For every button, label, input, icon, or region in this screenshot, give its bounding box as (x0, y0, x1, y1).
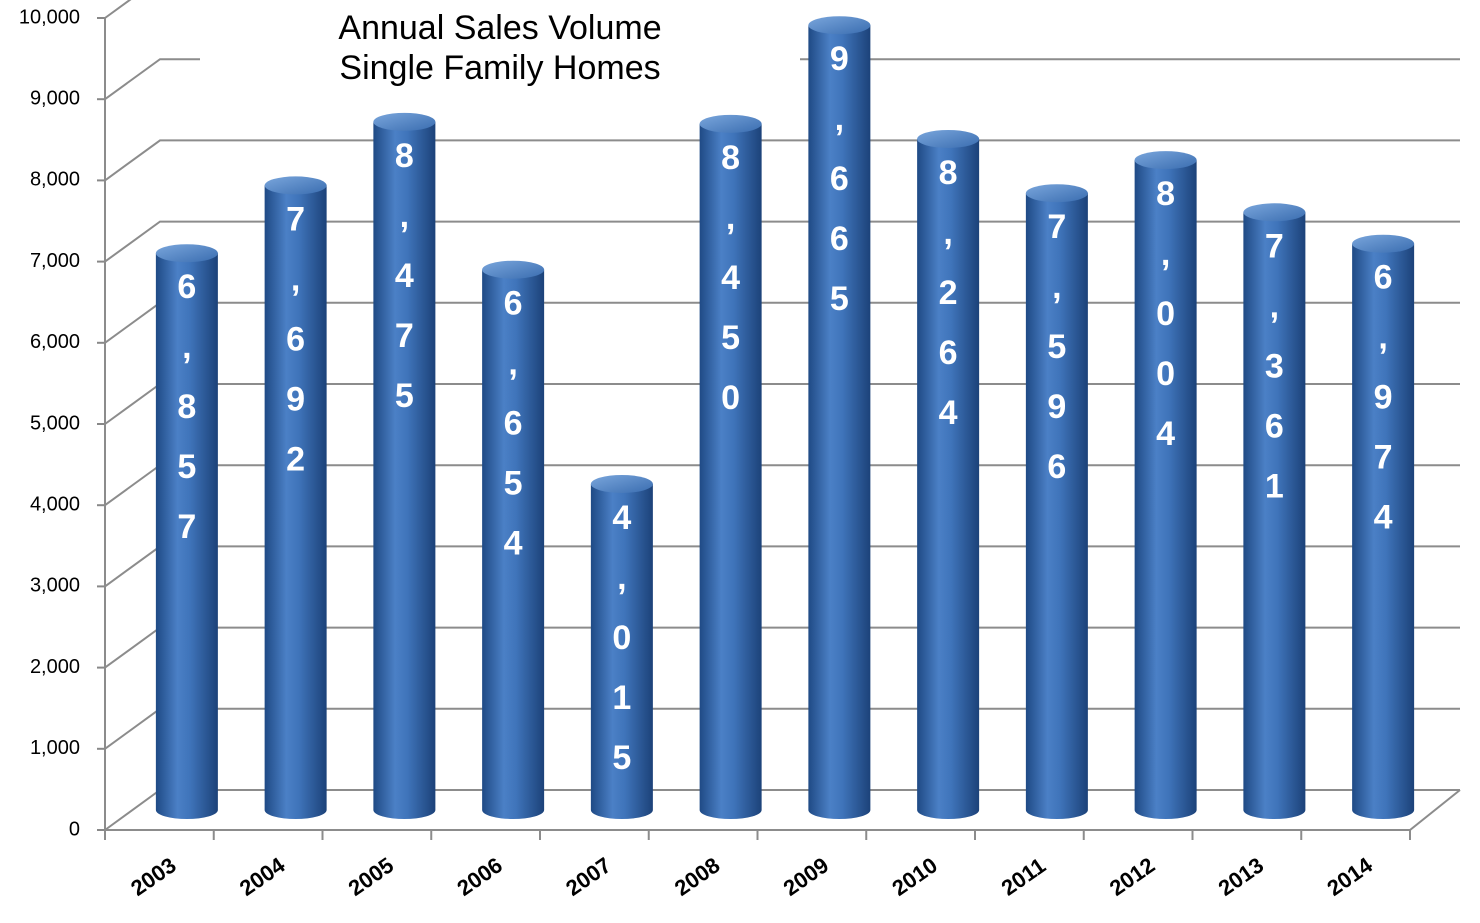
x-tick-label: 2010 (887, 852, 941, 901)
grid-line (104, 0, 132, 19)
x-tick-label: 2009 (779, 852, 833, 901)
cylinder (1352, 234, 1415, 820)
y-tick-label: 5,000 (30, 412, 80, 434)
x-tick-label: 2014 (1322, 852, 1377, 901)
x-tick-label: 2006 (452, 852, 506, 901)
bar (808, 25, 871, 819)
bar-top (699, 114, 762, 133)
bar (1243, 212, 1306, 819)
bar-top (808, 16, 871, 35)
cylinder (1243, 203, 1306, 819)
bar-top (264, 176, 327, 195)
grid-line (104, 139, 1460, 182)
bar (482, 269, 545, 819)
y-tick-label: 4,000 (30, 493, 80, 515)
y-tick-label: 9,000 (30, 87, 80, 109)
chart-subtitle: Single Family Homes (339, 49, 660, 87)
x-tick-label: 2013 (1214, 852, 1268, 901)
x-tick-label: 2011 (997, 853, 1050, 901)
cylinder (1025, 184, 1088, 819)
cylinder (808, 16, 871, 819)
grid-line (104, 58, 1460, 101)
y-tick-label: 6,000 (30, 331, 80, 353)
cylinder (699, 114, 762, 820)
bar-top (1025, 184, 1088, 203)
x-tick-label: 2005 (344, 852, 398, 901)
bar (1025, 193, 1088, 819)
bar (699, 123, 762, 820)
bar (1352, 243, 1415, 820)
x-tick-label: 2003 (126, 852, 180, 901)
title-background (200, 0, 800, 90)
x-tick-label: 2012 (1105, 852, 1159, 901)
bar (373, 121, 436, 819)
bar (590, 483, 653, 819)
bar-top (482, 260, 545, 279)
bar (264, 185, 327, 819)
chart-title: Annual Sales Volume (338, 9, 661, 47)
cylinder (482, 260, 545, 819)
x-tick-label: 2008 (670, 852, 724, 901)
y-tick-label: 1,000 (30, 737, 80, 759)
bar-top (590, 474, 653, 493)
cylinder (590, 474, 653, 819)
y-tick-label: 2,000 (30, 656, 80, 678)
cylinder (264, 176, 327, 819)
y-tick-label: 3,000 (30, 575, 80, 597)
bar (155, 253, 218, 819)
cylinder (373, 112, 436, 819)
cylinder (917, 129, 980, 819)
bar-top (155, 244, 218, 263)
bar-top (1134, 151, 1197, 170)
bar-top (917, 129, 980, 148)
y-tick-label: 10,000 (19, 6, 80, 28)
x-tick-label: 2004 (235, 852, 290, 901)
bar-top (1352, 234, 1415, 253)
cylinder (155, 244, 218, 819)
bar-top (1243, 203, 1306, 222)
y-tick-label: 0 (69, 818, 80, 840)
bar (1134, 160, 1197, 819)
cylinder (1134, 151, 1197, 819)
bar-top (373, 112, 436, 131)
bar (917, 138, 980, 819)
x-tick-label: 2007 (561, 852, 615, 901)
y-tick-label: 7,000 (30, 250, 80, 272)
y-tick-label: 8,000 (30, 169, 80, 191)
